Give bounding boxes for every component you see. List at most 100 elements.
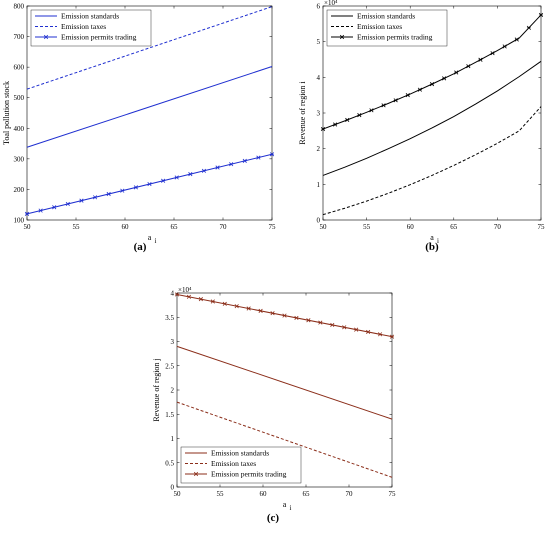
series-marker (120, 188, 125, 193)
x-axis-label-subscript: i (437, 237, 439, 245)
series-marker (514, 37, 519, 42)
series-marker (333, 122, 338, 127)
legend-entry-0: Emission standards (61, 12, 119, 21)
series-marker (246, 306, 251, 311)
series-marker (256, 155, 261, 160)
x-axis-label: a (430, 233, 434, 242)
panel-caption: (b) (425, 241, 439, 253)
series-marker (282, 313, 287, 318)
y-tick-label: 700 (14, 33, 25, 41)
chart-panel-b: 50 55 60 65 70 75 0 1 2 3 4 5 6 ×10⁴ a i Revenue of regi… (298, 0, 545, 253)
x-tick-label: 50 (24, 223, 32, 231)
legend-entry-2: Emission permits trading (211, 470, 287, 479)
x-tick-label: 50 (174, 490, 182, 498)
series-marker (454, 70, 459, 75)
panel-caption: (c) (267, 512, 280, 524)
y-tick-label: 0 (171, 484, 175, 492)
series-line-0 (26, 66, 273, 148)
x-tick-label: 65 (450, 223, 458, 231)
x-tick-label: 70 (220, 223, 228, 231)
series-marker (389, 334, 395, 339)
series-marker (294, 315, 299, 320)
y-tick-label: 5 (317, 38, 321, 46)
legend-marker (43, 34, 49, 40)
legend-entry-1: Emission taxes (61, 22, 106, 31)
x-axis-label: a (283, 500, 287, 509)
y-tick-label: 3.5 (165, 314, 174, 322)
x-tick-label: 60 (407, 223, 415, 231)
series-marker (538, 12, 544, 17)
y-tick-label: 4 (171, 290, 175, 298)
y-axis-label: Toal pollution stock (2, 81, 11, 145)
y-tick-label: 4 (317, 74, 321, 82)
series-marker (210, 299, 215, 304)
series-marker (393, 98, 398, 103)
legend-marker (339, 34, 345, 40)
series-marker (186, 294, 192, 299)
series-marker (270, 311, 275, 316)
y-tick-label: 100 (14, 217, 25, 225)
series-marker (188, 172, 193, 177)
y-tick-label: 1.5 (165, 411, 174, 419)
x-tick-label: 70 (494, 223, 502, 231)
series-marker (106, 191, 111, 197)
series-marker (526, 25, 531, 30)
x-tick-label: 60 (122, 223, 130, 231)
y-tick-label: 3 (171, 338, 175, 346)
series-marker (92, 195, 98, 200)
x-tick-label: 65 (303, 490, 311, 498)
y-tick-label: 600 (14, 64, 25, 72)
y-axis-label: Revenue of region j (152, 358, 161, 421)
series-line-0 (176, 345, 393, 420)
y-tick-label: 2.5 (165, 362, 174, 370)
series-marker (442, 76, 447, 81)
series-marker (65, 201, 70, 207)
series-marker (502, 44, 507, 49)
series-marker (242, 158, 247, 163)
y-tick-label: 400 (14, 125, 25, 133)
series-line-1 (322, 106, 542, 216)
series-marker (147, 181, 152, 187)
y-tick-label: 1 (317, 181, 321, 189)
legend-entry-0: Emission standards (357, 12, 415, 21)
series-marker (174, 292, 180, 297)
series-marker (405, 93, 410, 98)
series-marker (366, 329, 371, 335)
x-tick-label: 65 (171, 223, 179, 231)
y-tick-label: 6 (317, 3, 321, 11)
y-tick-label: 3 (317, 110, 321, 118)
series-marker (201, 168, 207, 173)
series-marker (357, 113, 362, 118)
series-marker (345, 117, 350, 122)
x-tick-label: 60 (260, 490, 268, 498)
series-marker (466, 64, 471, 69)
series-marker (381, 103, 386, 108)
series-line-1 (26, 6, 273, 90)
panel-caption: (a) (134, 241, 147, 253)
series-marker (330, 322, 335, 328)
x-axis-label-subscript: i (155, 237, 157, 245)
series-marker (320, 126, 326, 132)
legend-marker (193, 471, 199, 477)
series-marker (417, 87, 422, 92)
x-axis-label: a (148, 233, 152, 242)
series-marker (377, 332, 383, 337)
x-tick-label: 55 (363, 223, 371, 231)
chart-panel-a: 50 55 60 65 70 75 100 200 300 400 500 600 700 800 a i To… (2, 3, 276, 254)
series-marker (258, 308, 263, 313)
series-marker (229, 162, 234, 167)
series-marker (318, 320, 323, 325)
series-marker (306, 318, 311, 323)
x-tick-label: 50 (320, 223, 328, 231)
series-marker (198, 297, 203, 302)
y-tick-label: 1 (171, 435, 175, 443)
y-exponent-label: ×10⁴ (324, 0, 338, 7)
series-marker (369, 108, 374, 113)
series-marker (52, 205, 57, 210)
series-marker (222, 301, 227, 306)
x-tick-label: 75 (269, 223, 277, 231)
x-tick-label: 55 (73, 223, 81, 231)
series-marker (24, 211, 30, 216)
legend-entry-2: Emission permits trading (357, 33, 433, 42)
